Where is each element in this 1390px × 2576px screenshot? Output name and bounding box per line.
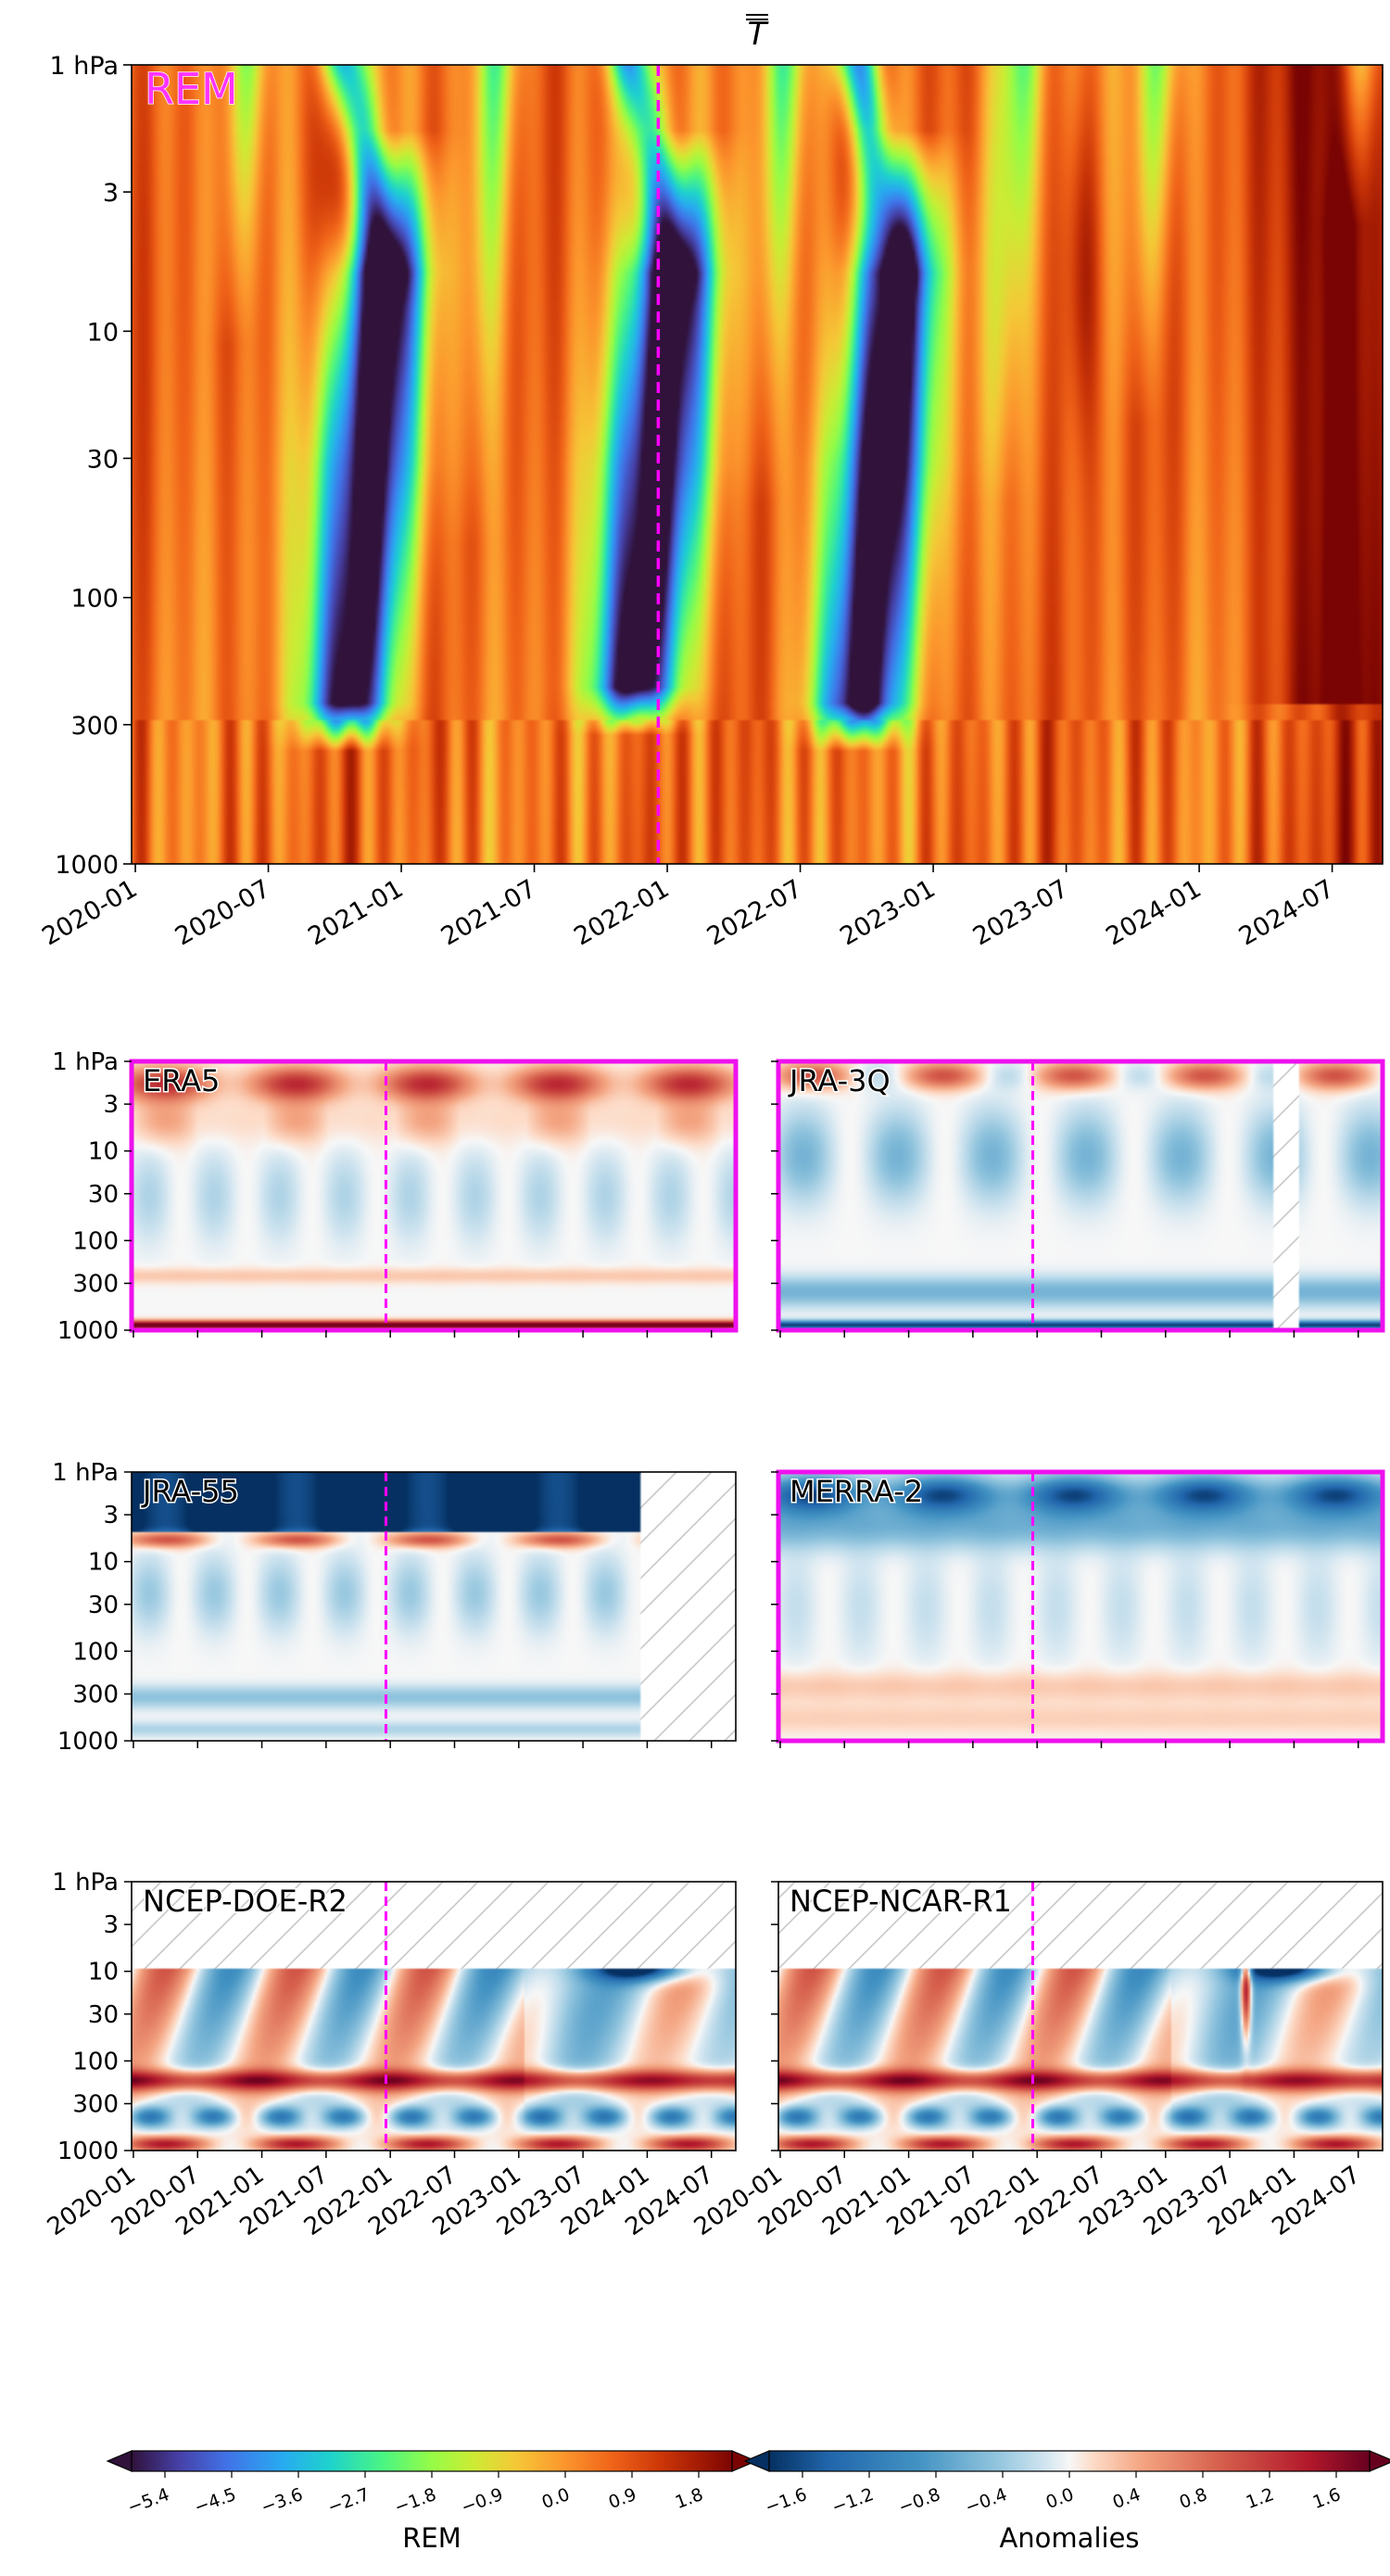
main-ytick-label: 30 (87, 445, 119, 474)
colorbar-gradient (768, 2450, 1371, 2472)
colorbar-tick-label: 0.8 (1177, 2484, 1210, 2513)
main-ytick-label: 1 hPa (50, 52, 120, 81)
anomaly-heatmap (778, 1061, 1383, 1330)
colorbar-tick-label: −1.6 (763, 2484, 810, 2518)
ytick-label: 3 (103, 1091, 119, 1119)
colorbar-gradient (131, 2450, 733, 2472)
anomaly-heatmap (778, 1472, 1383, 1741)
highlight-frame (129, 1059, 739, 1333)
ytick-label: 10 (88, 1138, 119, 1166)
colorbar-extend-low (106, 2450, 133, 2472)
panel-label: NCEP-NCAR-R1 (790, 1884, 1012, 1919)
ytick-label: 300 (72, 2090, 119, 2118)
colorbar-tick-label: −3.6 (259, 2484, 306, 2518)
panel-label: ERA5 (143, 1063, 220, 1098)
main-xtick-label: 2022-01 (569, 874, 674, 951)
main-xtick-label: 2024-01 (1101, 874, 1206, 951)
anomaly-heatmap (132, 1061, 736, 1330)
highlight-frame (776, 1059, 1385, 1333)
ytick-label: 300 (72, 1681, 119, 1708)
colorbar-anomalies: −1.6 −1.2 −0.8 −0.4 0.0 0.4 0.8 1.2 1.6 Anomalies (743, 2450, 1390, 2554)
colorbar-tick-label: −0.8 (896, 2484, 943, 2518)
main-xtick-label: 2021-01 (303, 874, 408, 951)
main-xtick-label: 2021-07 (436, 874, 541, 951)
colorbar-label: Anomalies (999, 2522, 1139, 2554)
ytick-label: 100 (72, 2048, 119, 2075)
panel-era5: ERA5 1 hPa 3 10 30 100 300 1000 (52, 1048, 739, 1345)
main-title: T (748, 16, 769, 53)
main-ytick-label: 1000 (55, 851, 119, 880)
colorbar-tick-label: 0.4 (1110, 2484, 1144, 2513)
colorbar-extend-high (1369, 2450, 1390, 2472)
ytick-label: 1 hPa (52, 1048, 119, 1076)
ytick-label: 10 (88, 1959, 119, 1986)
colorbar-tick-label: −1.8 (392, 2484, 439, 2518)
panel-ncep-doe-r2: NCEP-DOE-R21 hPa3103010030010002020-0120… (43, 1869, 737, 2241)
main-xtick-label: 2024-07 (1234, 874, 1339, 951)
rem-panel-label: REM (145, 64, 238, 114)
panel-label: JRA-3Q (788, 1063, 891, 1098)
ytick-label: 100 (72, 1638, 119, 1666)
colorbar-tick-label: 0.9 (606, 2484, 639, 2513)
colorbar-tick-label: −4.5 (192, 2484, 239, 2518)
ytick-label: 1 hPa (52, 1459, 119, 1487)
panel-ncep-ncar-r1: NCEP-NCAR-R12020-012020-072021-012021-07… (689, 1881, 1384, 2241)
ytick-label: 1000 (57, 1728, 119, 1756)
colorbar-tick-label: −2.7 (325, 2484, 373, 2518)
ytick-label: 1000 (57, 1317, 119, 1345)
panel-jra-3q: JRA-3Q (771, 1059, 1385, 1338)
main-ytick-label: 300 (70, 712, 119, 741)
colorbar-tick-label: 0.0 (539, 2484, 573, 2513)
ytick-label: 30 (88, 1592, 119, 1619)
colorbar-tick-label: −0.9 (459, 2484, 506, 2518)
ytick-label: 300 (72, 1270, 119, 1298)
panel-label: NCEP-DOE-R2 (143, 1884, 348, 1919)
highlight-frame (776, 1469, 1385, 1744)
main-axes-frame (131, 64, 1384, 865)
main-ytick-label: 3 (103, 179, 119, 208)
axes-frame (131, 1881, 737, 2151)
main-xtick-label: 2023-01 (835, 874, 940, 951)
colorbar-rem: −5.4 −4.5 −3.6 −2.7 −1.8 −0.9 0.0 0.9 1.8 REM (106, 2450, 758, 2554)
main-xtick-label: 2020-07 (171, 874, 275, 951)
ytick-label: 30 (88, 1181, 119, 1209)
main-xtick-label: 2023-07 (968, 874, 1073, 951)
axes-frame (777, 1881, 1384, 2151)
colorbar-tick-label: −0.4 (963, 2484, 1010, 2518)
ytick-label: 3 (103, 1502, 119, 1529)
anomaly-heatmap (132, 1472, 736, 1741)
panel-label: JRA-55 (141, 1474, 239, 1509)
colorbar-tick-label: 0.0 (1043, 2484, 1077, 2513)
ytick-label: 100 (72, 1227, 119, 1255)
panel-merra-2: MERRA-2 (771, 1469, 1385, 1748)
anomaly-heatmap (132, 1882, 736, 2151)
ytick-label: 1000 (57, 2138, 119, 2165)
colorbar-label: REM (402, 2522, 461, 2554)
colorbar-tick-label: 1.2 (1244, 2484, 1277, 2513)
colorbar-extend-low (743, 2450, 770, 2472)
ytick-label: 10 (88, 1549, 119, 1577)
ytick-label: 3 (103, 1911, 119, 1939)
colorbar-tick-label: 1.8 (673, 2484, 706, 2513)
axes-frame (131, 1471, 737, 1742)
main-xtick-label: 2020-01 (37, 874, 142, 951)
colorbar-tick-label: −1.2 (829, 2484, 877, 2518)
main-ytick-label: 100 (70, 585, 119, 614)
colorbar-tick-label: 1.6 (1310, 2484, 1344, 2513)
panel-label: MERRA-2 (790, 1474, 923, 1509)
ytick-label: 30 (88, 2001, 119, 2029)
ytick-label: 1 hPa (52, 1869, 119, 1897)
colorbar-tick-label: −5.4 (125, 2484, 172, 2518)
main-xtick-label: 2022-07 (702, 874, 807, 951)
main-ytick-label: 10 (87, 318, 119, 347)
anomaly-heatmap (778, 1882, 1383, 2151)
rem-heatmap (132, 65, 1383, 864)
panel-jra-55: JRA-55 1 hPa 3 10 30 100 300 1000 (52, 1459, 737, 1756)
